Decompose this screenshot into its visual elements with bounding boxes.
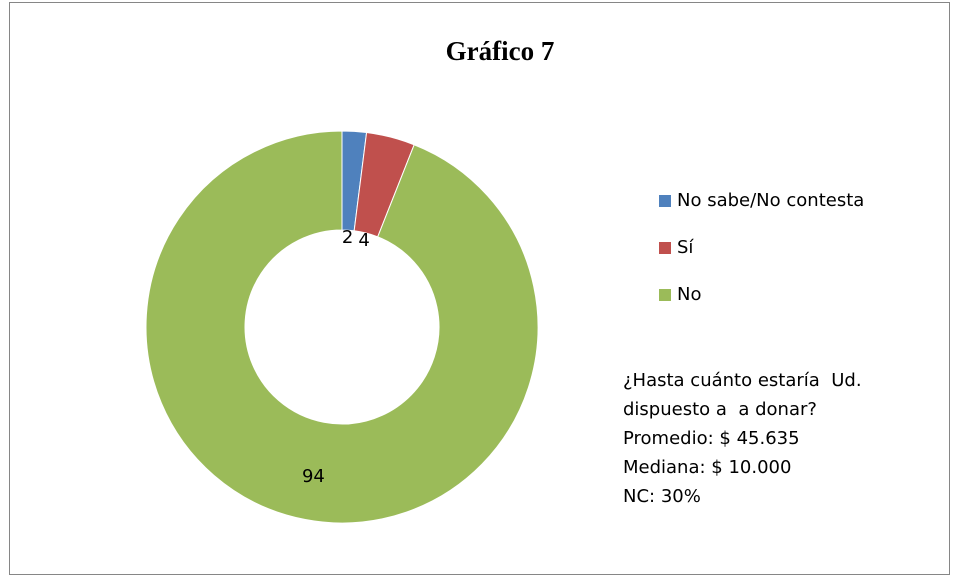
legend-label: No [677,284,701,305]
annotation-line: dispuesto a a donar? [623,399,817,420]
data-label: 4 [358,230,369,251]
annotation-line: Mediana: $ 10.000 [623,457,791,478]
annotation-line: ¿Hasta cuánto estaría Ud. [623,370,862,391]
legend-label: No sabe/No contesta [677,190,864,211]
data-label: 2 [342,227,353,248]
annotation-line: NC: 30% [623,486,701,507]
donut-segment [145,130,539,524]
legend-label: Sí [677,237,694,258]
legend-swatch [659,242,671,254]
annotation-line: Promedio: $ 45.635 [623,428,800,449]
chart-title: Gráfico 7 [446,36,555,66]
data-label: 94 [302,466,325,487]
legend-swatch [659,289,671,301]
legend-swatch [659,195,671,207]
